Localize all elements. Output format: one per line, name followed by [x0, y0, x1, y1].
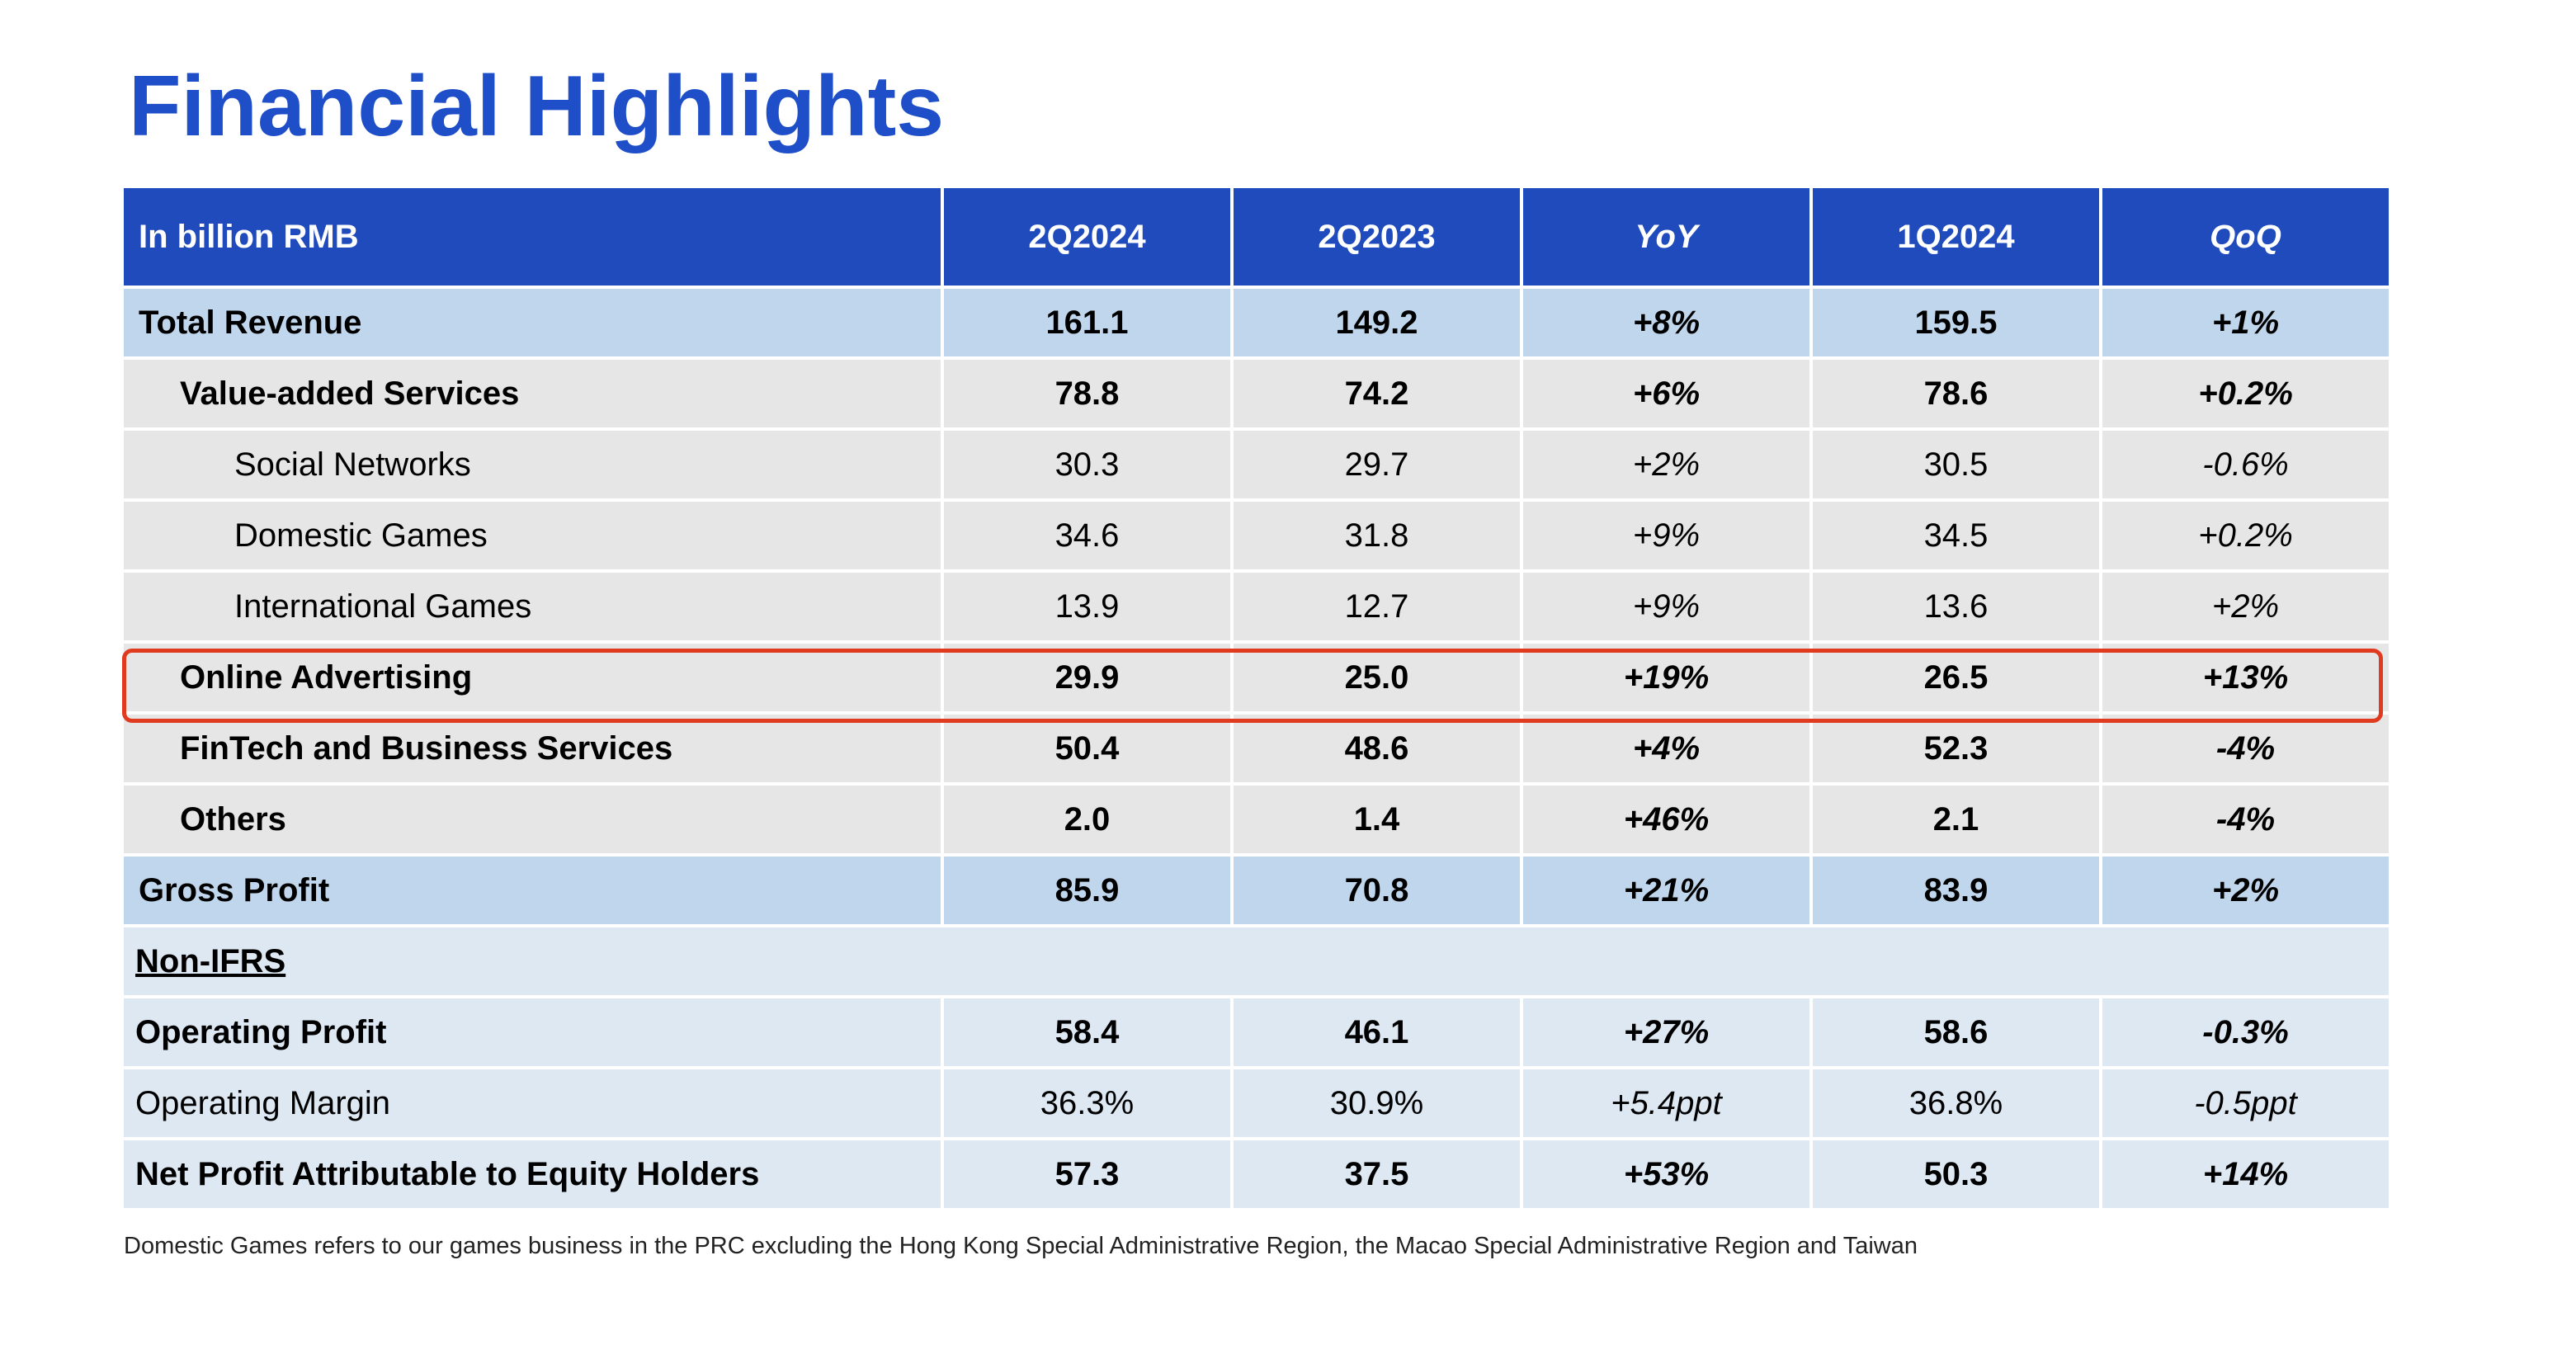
row-fintech-business-services: FinTech and Business Services 50.4 48.6 … — [120, 711, 2392, 786]
cell-yoy: +19% — [1520, 640, 1813, 715]
cell-2q2023: 74.2 — [1230, 356, 1523, 431]
row-others: Others 2.0 1.4 +46% 2.1 -4% — [120, 782, 2392, 857]
cell-yoy: +53% — [1520, 1137, 1813, 1211]
cell-qoq: +2% — [2099, 853, 2392, 927]
cell-2q2023: 29.7 — [1230, 427, 1523, 502]
financial-highlights-table: In billion RMB 2Q2024 2Q2023 YoY 1Q2024 … — [120, 185, 2392, 1211]
row-operating-profit: Operating Profit 58.4 46.1 +27% 58.6 -0.… — [120, 995, 2392, 1069]
non-ifrs-label: Non-IFRS — [135, 942, 286, 979]
cell-2q2024: 58.4 — [941, 995, 1234, 1069]
cell-2q2023: 31.8 — [1230, 498, 1523, 573]
cell-1q2024: 36.8% — [1809, 1066, 2102, 1140]
cell-2q2024: 34.6 — [941, 498, 1234, 573]
cell-1q2024: 159.5 — [1809, 286, 2102, 360]
cell-yoy: +5.4ppt — [1520, 1066, 1813, 1140]
row-online-advertising: Online Advertising 29.9 25.0 +19% 26.5 +… — [120, 640, 2392, 715]
row-net-profit: Net Profit Attributable to Equity Holder… — [120, 1137, 2392, 1211]
cell-yoy: +2% — [1520, 427, 1813, 502]
cell-qoq: +13% — [2099, 640, 2392, 715]
cell-2q2023: 1.4 — [1230, 782, 1523, 857]
footnote: Domestic Games refers to our games busin… — [124, 1233, 1918, 1259]
cell-2q2024: 50.4 — [941, 711, 1234, 786]
cell-qoq: +0.2% — [2099, 498, 2392, 573]
cell-qoq: -0.3% — [2099, 995, 2392, 1069]
header-qoq: QoQ — [2099, 185, 2392, 289]
section-label: Non-IFRS — [120, 924, 2392, 998]
table-header-row: In billion RMB 2Q2024 2Q2023 YoY 1Q2024 … — [120, 185, 2392, 289]
cell-yoy: +8% — [1520, 286, 1813, 360]
row-domestic-games: Domestic Games 34.6 31.8 +9% 34.5 +0.2% — [120, 498, 2392, 573]
cell-qoq: -0.5ppt — [2099, 1066, 2392, 1140]
cell-1q2024: 13.6 — [1809, 569, 2102, 644]
header-2q2024: 2Q2024 — [941, 185, 1234, 289]
cell-2q2024: 29.9 — [941, 640, 1234, 715]
row-label: Social Networks — [120, 427, 944, 502]
row-label: Domestic Games — [120, 498, 944, 573]
cell-qoq: +14% — [2099, 1137, 2392, 1211]
cell-2q2023: 37.5 — [1230, 1137, 1523, 1211]
cell-2q2023: 70.8 — [1230, 853, 1523, 927]
cell-yoy: +4% — [1520, 711, 1813, 786]
cell-qoq: +2% — [2099, 569, 2392, 644]
cell-2q2023: 149.2 — [1230, 286, 1523, 360]
cell-2q2024: 78.8 — [941, 356, 1234, 431]
header-1q2024: 1Q2024 — [1809, 185, 2102, 289]
row-label: Others — [120, 782, 944, 857]
cell-qoq: -4% — [2099, 711, 2392, 786]
cell-qoq: -4% — [2099, 782, 2392, 857]
cell-yoy: +9% — [1520, 498, 1813, 573]
cell-1q2024: 30.5 — [1809, 427, 2102, 502]
cell-1q2024: 50.3 — [1809, 1137, 2102, 1211]
cell-yoy: +21% — [1520, 853, 1813, 927]
row-gross-profit: Gross Profit 85.9 70.8 +21% 83.9 +2% — [120, 853, 2392, 927]
row-total-revenue: Total Revenue 161.1 149.2 +8% 159.5 +1% — [120, 286, 2392, 360]
cell-yoy: +6% — [1520, 356, 1813, 431]
cell-2q2024: 30.3 — [941, 427, 1234, 502]
cell-yoy: +9% — [1520, 569, 1813, 644]
row-label: Operating Profit — [120, 995, 944, 1069]
row-label: Value-added Services — [120, 356, 944, 431]
header-yoy: YoY — [1520, 185, 1813, 289]
page-title: Financial Highlights — [129, 59, 945, 154]
cell-yoy: +27% — [1520, 995, 1813, 1069]
cell-yoy: +46% — [1520, 782, 1813, 857]
row-label: International Games — [120, 569, 944, 644]
cell-1q2024: 2.1 — [1809, 782, 2102, 857]
cell-2q2023: 25.0 — [1230, 640, 1523, 715]
cell-2q2024: 57.3 — [941, 1137, 1234, 1211]
cell-1q2024: 58.6 — [1809, 995, 2102, 1069]
row-international-games: International Games 13.9 12.7 +9% 13.6 +… — [120, 569, 2392, 644]
row-social-networks: Social Networks 30.3 29.7 +2% 30.5 -0.6% — [120, 427, 2392, 502]
row-label: Operating Margin — [120, 1066, 944, 1140]
row-operating-margin: Operating Margin 36.3% 30.9% +5.4ppt 36.… — [120, 1066, 2392, 1140]
cell-1q2024: 26.5 — [1809, 640, 2102, 715]
row-label: FinTech and Business Services — [120, 711, 944, 786]
cell-2q2023: 30.9% — [1230, 1066, 1523, 1140]
cell-1q2024: 52.3 — [1809, 711, 2102, 786]
cell-1q2024: 78.6 — [1809, 356, 2102, 431]
row-label: Total Revenue — [120, 286, 944, 360]
row-label: Online Advertising — [120, 640, 944, 715]
cell-1q2024: 83.9 — [1809, 853, 2102, 927]
cell-2q2024: 2.0 — [941, 782, 1234, 857]
row-non-ifrs-heading: Non-IFRS — [120, 924, 2392, 998]
header-2q2023: 2Q2023 — [1230, 185, 1523, 289]
cell-qoq: -0.6% — [2099, 427, 2392, 502]
cell-2q2024: 36.3% — [941, 1066, 1234, 1140]
cell-1q2024: 34.5 — [1809, 498, 2102, 573]
cell-2q2023: 12.7 — [1230, 569, 1523, 644]
row-label: Gross Profit — [120, 853, 944, 927]
cell-2q2024: 85.9 — [941, 853, 1234, 927]
row-label: Net Profit Attributable to Equity Holder… — [120, 1137, 944, 1211]
cell-2q2023: 48.6 — [1230, 711, 1523, 786]
cell-2q2024: 161.1 — [941, 286, 1234, 360]
row-value-added-services: Value-added Services 78.8 74.2 +6% 78.6 … — [120, 356, 2392, 431]
cell-qoq: +1% — [2099, 286, 2392, 360]
cell-2q2024: 13.9 — [941, 569, 1234, 644]
header-unit-label: In billion RMB — [120, 185, 944, 289]
cell-qoq: +0.2% — [2099, 356, 2392, 431]
cell-2q2023: 46.1 — [1230, 995, 1523, 1069]
